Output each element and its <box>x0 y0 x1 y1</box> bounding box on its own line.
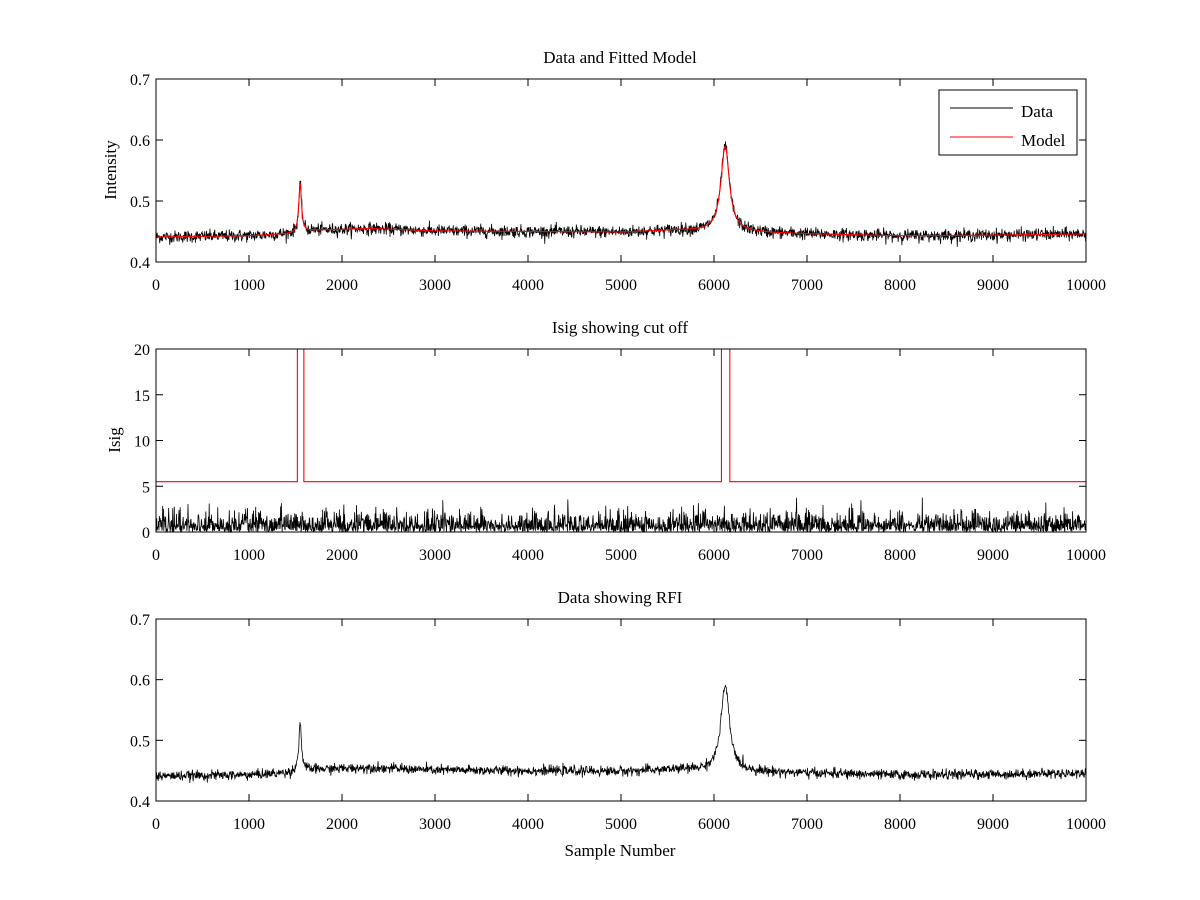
subplot-2-ytick-label: 5 <box>142 479 150 496</box>
subplot-3-ytick-label: 0.4 <box>130 794 150 811</box>
subplot-3-xtick-label: 3000 <box>419 816 451 833</box>
subplot-2-ytick-label: 10 <box>134 434 150 451</box>
subplot-1-series-model <box>155 145 1087 238</box>
subplot-2-xtick-label: 5000 <box>605 547 637 564</box>
subplot-2-xtick-label: 9000 <box>977 547 1009 564</box>
subplot-3-xtick-label: 1000 <box>233 816 265 833</box>
subplot-3-axes: 0 1000 2000 3000 4000 5000 6000 7000 8000 9000 100… <box>130 612 1106 833</box>
subplot-3-title: Data showing RFI <box>558 588 683 607</box>
subplot-1-ytick-label: 0.4 <box>130 255 150 272</box>
legend-label-model: Model <box>1021 131 1066 150</box>
subplot-3: Data showing RFI 0 1000 2000 3000 4000 5000 60… <box>130 588 1106 860</box>
subplot-3-series-group <box>155 684 1087 784</box>
subplot-1-xtick-label: 4000 <box>512 277 544 294</box>
subplot-2-ylabel: Isig <box>105 427 124 453</box>
subplot-1-ytick-label: 0.5 <box>130 194 150 211</box>
subplot-2-xtick-label: 10000 <box>1066 547 1106 564</box>
subplot-2-ytick-label: 0 <box>142 525 150 542</box>
subplot-3-ytick-label: 0.7 <box>130 612 150 629</box>
subplot-3-series-data <box>155 684 1087 784</box>
subplot-1-axes: 0 1000 2000 3000 4000 5000 6000 7000 8000 9000 100… <box>130 72 1106 294</box>
subplot-2-series-cut-off <box>156 348 1086 483</box>
subplot-1-ytick-label: 0.6 <box>130 133 150 150</box>
subplot-3-xlabel: Sample Number <box>565 841 676 860</box>
subplot-3-xtick-label: 2000 <box>326 816 358 833</box>
subplot-1-xtick-label: 10000 <box>1066 277 1106 294</box>
subplot-2-xtick-label: 8000 <box>884 547 916 564</box>
subplot-3-xtick-label: 0 <box>152 816 160 833</box>
subplot-1-xtick-label: 5000 <box>605 277 637 294</box>
subplot-3-xtick-label: 5000 <box>605 816 637 833</box>
subplot-3-xtick-label: 10000 <box>1066 816 1106 833</box>
legend-box <box>938 89 1078 156</box>
subplot-1-series-group <box>155 141 1087 247</box>
subplot-1-series-data <box>155 141 1087 247</box>
subplot-1-xtick-label: 7000 <box>791 277 823 294</box>
subplot-1-xtick-label: 9000 <box>977 277 1009 294</box>
subplot-3-xtick-label: 7000 <box>791 816 823 833</box>
subplot-3-xtick-label: 6000 <box>698 816 730 833</box>
subplot-2-xtick-label: 7000 <box>791 547 823 564</box>
subplot-1-xtick-label: 2000 <box>326 277 358 294</box>
subplot-1-ylabel: Intensity <box>101 140 120 200</box>
subplot-3-xtick-label: 4000 <box>512 816 544 833</box>
subplot-2-ytick-label: 15 <box>134 388 150 405</box>
subplot-2-title: Isig showing cut off <box>552 318 688 337</box>
subplot-3-ytick-label: 0.6 <box>130 673 150 690</box>
subplot-1-ytick-label: 0.7 <box>130 72 150 89</box>
subplot-2-xtick-label: 4000 <box>512 547 544 564</box>
subplot-1-xtick-label: 8000 <box>884 277 916 294</box>
subplot-1: Data and Fitted Model Intensity 0 1000 200… <box>101 48 1106 294</box>
subplot-3-ytick-label: 0.5 <box>130 733 150 750</box>
subplot-2-xtick-label: 3000 <box>419 547 451 564</box>
subplot-2-xtick-label: 6000 <box>698 547 730 564</box>
subplot-3-xtick-label: 9000 <box>977 816 1009 833</box>
subplot-2: Isig showing cut off Isig 0 1000 2000 3000 4… <box>105 318 1106 564</box>
subplot-1-xtick-label: 3000 <box>419 277 451 294</box>
legend: Data Model <box>938 89 1078 156</box>
subplot-1-title: Data and Fitted Model <box>543 48 697 67</box>
legend-label-data: Data <box>1021 102 1054 121</box>
subplot-2-ytick-label: 20 <box>134 342 150 359</box>
subplot-1-xtick-label: 0 <box>152 277 160 294</box>
subplot-3-xtick-label: 8000 <box>884 816 916 833</box>
subplot-2-xtick-label: 0 <box>152 547 160 564</box>
subplot-1-xtick-label: 1000 <box>233 277 265 294</box>
subplot-2-axes: 0 1000 2000 3000 4000 5000 6000 7000 8000 9000 100… <box>134 342 1106 564</box>
subplot-2-xtick-label: 2000 <box>326 547 358 564</box>
subplot-1-xtick-label: 6000 <box>698 277 730 294</box>
subplot-2-xtick-label: 1000 <box>233 547 265 564</box>
